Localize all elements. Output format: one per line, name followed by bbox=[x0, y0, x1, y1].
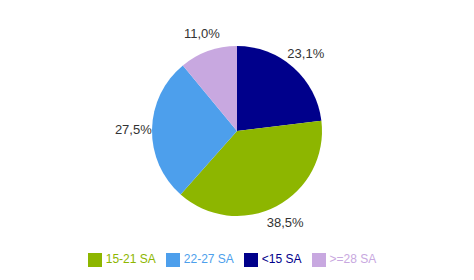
html-text:15-21 SA: 15-21 SA bbox=[105, 252, 156, 267]
html-text:<15 SA: <15 SA bbox=[261, 252, 302, 267]
svg-text:23,1%: 23,1% bbox=[287, 46, 324, 61]
svg-text:38,5%: 38,5% bbox=[267, 215, 304, 230]
html-text:22-27 SA: 22-27 SA bbox=[183, 252, 234, 267]
svg-text:27,5%: 27,5% bbox=[115, 122, 152, 137]
html-text:>=28 SA: >=28 SA bbox=[329, 252, 377, 267]
svg-text:11,0%: 11,0% bbox=[184, 26, 220, 41]
